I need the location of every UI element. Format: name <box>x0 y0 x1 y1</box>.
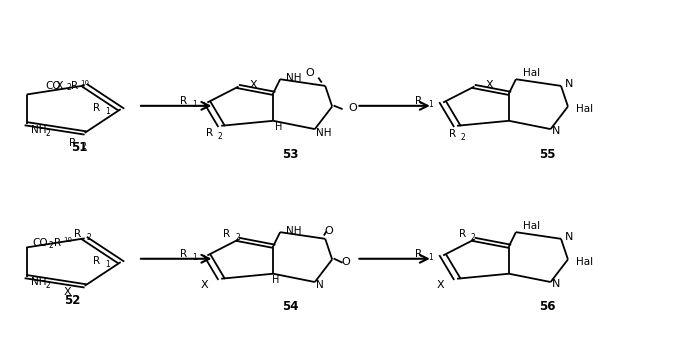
Text: O: O <box>305 68 314 78</box>
Text: CO: CO <box>45 80 61 91</box>
Text: NH: NH <box>286 225 301 236</box>
Text: N: N <box>565 79 574 89</box>
Text: 54: 54 <box>282 300 298 313</box>
Text: X: X <box>486 80 493 90</box>
Text: Hal: Hal <box>523 221 540 231</box>
Text: 52: 52 <box>64 294 80 307</box>
Text: H: H <box>272 275 279 285</box>
Text: 2: 2 <box>86 233 91 242</box>
Text: 1: 1 <box>192 100 197 109</box>
Text: 2: 2 <box>46 129 51 138</box>
Text: R: R <box>180 249 187 259</box>
Text: R: R <box>93 256 100 266</box>
Text: N: N <box>552 126 561 136</box>
Text: O: O <box>324 225 333 236</box>
Text: R: R <box>415 249 422 259</box>
Text: X: X <box>436 280 444 290</box>
Text: NH: NH <box>316 128 332 138</box>
Text: 1: 1 <box>192 253 197 262</box>
Text: 1: 1 <box>106 260 110 269</box>
Text: H: H <box>275 122 282 132</box>
Text: Hal: Hal <box>523 68 540 78</box>
Text: X: X <box>201 280 208 290</box>
Text: Hal: Hal <box>576 257 593 267</box>
Text: X: X <box>64 287 71 297</box>
Text: 51: 51 <box>71 141 87 154</box>
Text: 53: 53 <box>282 148 298 161</box>
Text: 2: 2 <box>46 281 51 290</box>
Text: R: R <box>93 103 100 113</box>
Text: R: R <box>206 128 213 138</box>
Text: R: R <box>449 129 456 139</box>
Text: R: R <box>180 96 187 106</box>
Text: NH: NH <box>286 73 301 82</box>
Text: O: O <box>342 257 350 267</box>
Text: O: O <box>349 103 357 113</box>
Text: R: R <box>459 230 466 240</box>
Text: R: R <box>415 96 422 106</box>
Text: 2: 2 <box>81 142 86 151</box>
Text: 1: 1 <box>428 100 433 109</box>
Text: 10: 10 <box>64 238 72 243</box>
Text: R: R <box>71 80 78 91</box>
Text: 2: 2 <box>218 132 222 141</box>
Text: 56: 56 <box>539 300 556 313</box>
Text: 2: 2 <box>461 133 466 142</box>
Text: CO: CO <box>32 238 48 248</box>
Text: R: R <box>54 238 61 248</box>
Text: N: N <box>552 279 561 289</box>
Text: R: R <box>223 230 231 240</box>
Text: 2: 2 <box>235 233 240 242</box>
Text: 1: 1 <box>428 253 433 262</box>
Text: 2: 2 <box>49 241 54 250</box>
Text: N: N <box>565 232 574 242</box>
Text: 10: 10 <box>80 79 89 86</box>
Text: X: X <box>250 80 258 90</box>
Text: R: R <box>69 138 77 148</box>
Text: N: N <box>316 280 324 290</box>
Text: NH: NH <box>31 125 46 135</box>
Text: 55: 55 <box>539 148 556 161</box>
Text: 1: 1 <box>106 107 110 116</box>
Text: 2: 2 <box>66 83 71 92</box>
Text: NH: NH <box>31 277 46 287</box>
Text: X: X <box>55 81 63 91</box>
Text: 2: 2 <box>471 233 475 242</box>
Text: R: R <box>74 230 82 239</box>
Text: Hal: Hal <box>576 104 593 114</box>
